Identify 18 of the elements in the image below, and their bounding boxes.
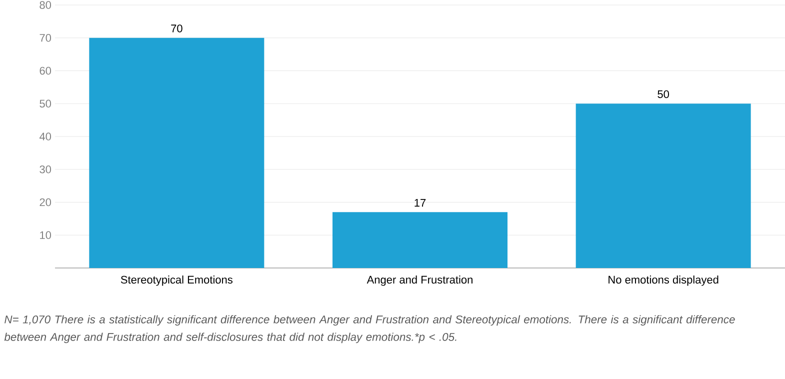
y-tick-label: 80 [40, 1, 52, 9]
data-label: 50 [658, 90, 670, 98]
y-tick-label: 60 [40, 66, 52, 75]
data-label: 70 [171, 24, 182, 32]
x-tick-label: Stereotypical Emotions [120, 276, 232, 286]
bar [89, 38, 264, 268]
y-tick-label: 40 [39, 132, 52, 140]
y-tick-label: 70 [40, 34, 52, 42]
bar [332, 212, 508, 268]
y-tick-label: 20 [40, 198, 52, 206]
text: N= 1,070 There is a statistically significant difference between Anger and Frustration and Stereotypical emotions. There is a significant difference between Anger and Frustration and self-disclosures that did not display emotions.*p < .05. [4, 315, 735, 344]
y-tick-label: 30 [40, 165, 52, 174]
y-tick-label: 50 [40, 100, 52, 108]
bar [576, 104, 751, 268]
x-tick-label: Anger and Frustration [366, 276, 472, 286]
x-tick-label: No emotions displayed [608, 276, 718, 286]
data-label: 17 [414, 199, 426, 207]
y-tick-label: 10 [40, 231, 52, 240]
